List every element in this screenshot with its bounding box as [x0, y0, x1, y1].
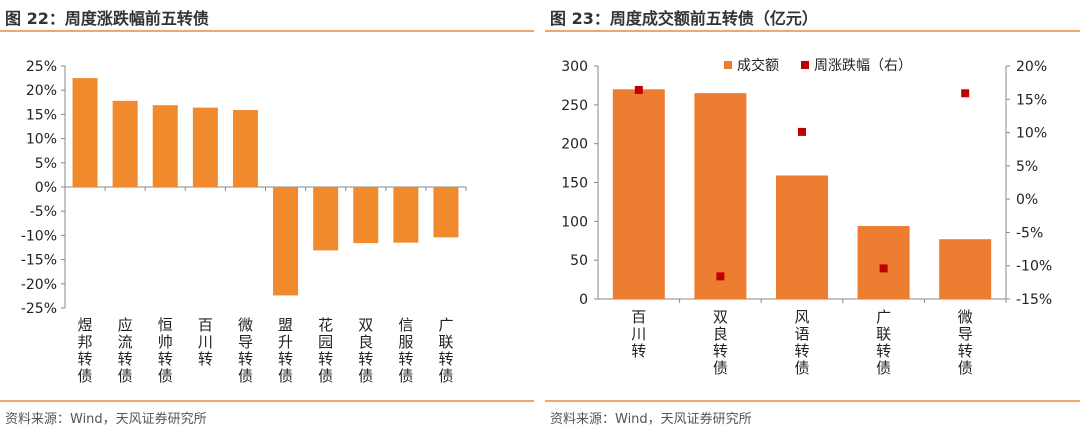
title-rule — [0, 30, 534, 32]
weekly-turnover-chart: 300 250 200 150 100 50 0 20% 15% 10% 5% 0% -5% -10% -1… — [561, 57, 1052, 377]
y-tick-label-left: 150 — [561, 176, 588, 192]
y-tick-label-right: -5% — [1016, 225, 1043, 241]
chart-title: 图 23：周度成交额前五转债（亿元） — [550, 9, 818, 28]
bar — [72, 78, 98, 187]
bar — [313, 187, 339, 251]
y-tick-label: -15% — [21, 253, 57, 269]
x-category-label: 盟升转债 — [278, 316, 293, 385]
x-category-label: 微导转债 — [238, 316, 253, 385]
source-rule — [0, 400, 534, 402]
y-tick-label: -10% — [21, 228, 57, 244]
y-tick-label: -25% — [21, 301, 57, 317]
x-category-label: 煜邦转债 — [78, 316, 93, 385]
y-tick-label: 10% — [26, 132, 57, 148]
legend-swatch-marker — [801, 61, 809, 69]
x-category-label: 百川转 — [631, 308, 646, 360]
x-category-label: 应流转债 — [118, 316, 133, 385]
right-chart-panel: 图 23：周度成交额前五转债（亿元） 300 250 200 150 100 50 0 20%… — [545, 0, 1080, 431]
x-category-label: 信服转债 — [398, 316, 413, 385]
y-tick-label-left: 0 — [579, 292, 588, 308]
y-tick-label-left: 100 — [561, 214, 588, 230]
source-rule — [545, 400, 1080, 402]
y-tick-label: 5% — [35, 156, 57, 172]
y-tick-label-right: -15% — [1016, 292, 1052, 308]
y-tick-label: -5% — [30, 204, 57, 220]
title-rule — [545, 30, 1080, 32]
marker-point — [961, 89, 970, 98]
y-tick-label-left: 50 — [570, 253, 588, 269]
marker-point — [798, 127, 806, 136]
marker-point — [879, 264, 888, 273]
y-tick-label: 20% — [26, 83, 57, 99]
left-chart-panel: 图 22：周度涨跌幅前五转债 25% 20% 15% 10% 5% 0% -5% -10% -1… — [0, 0, 534, 431]
x-category-label: 微导转债 — [958, 308, 973, 377]
bar — [152, 105, 178, 187]
legend-swatch-bar — [724, 61, 732, 69]
y-tick-label-right: 0% — [1016, 192, 1038, 208]
y-tick-label-right: 20% — [1016, 59, 1047, 75]
source-note: 资料来源：Wind，天风证券研究所 — [550, 412, 752, 427]
bar — [273, 187, 299, 296]
bar — [433, 187, 459, 238]
y-tick-label-left: 300 — [561, 59, 588, 75]
weekly-change-chart: 25% 20% 15% 10% 5% 0% -5% -10% -15% -20% -25% 煜邦转债 应… — [21, 59, 467, 385]
chart-title: 图 22：周度涨跌幅前五转债 — [5, 9, 209, 28]
y-tick-label-right: 15% — [1016, 92, 1047, 108]
legend-label-marker: 周涨跌幅（右） — [814, 58, 912, 74]
y-tick-label-right: 5% — [1016, 159, 1038, 175]
y-tick-label-left: 200 — [561, 137, 588, 153]
bar — [694, 93, 747, 299]
y-tick-label-right: 10% — [1016, 126, 1047, 142]
x-category-label: 双良转债 — [713, 308, 728, 377]
x-category-label: 风语转债 — [794, 308, 809, 377]
legend-label-bar: 成交额 — [737, 57, 779, 74]
y-tick-label-left: 250 — [561, 98, 588, 114]
x-category-label: 花园转债 — [318, 316, 333, 385]
y-tick-label: 15% — [26, 107, 57, 123]
y-tick-label: -20% — [21, 277, 57, 293]
bar — [857, 225, 910, 299]
x-category-label: 广联转债 — [438, 316, 453, 385]
marker-point — [634, 85, 643, 94]
x-category-label: 双良转债 — [358, 316, 373, 385]
x-category-label: 恒帅转债 — [158, 316, 173, 385]
bar — [393, 187, 419, 243]
bar — [192, 107, 218, 187]
bar — [353, 187, 379, 244]
bar — [612, 89, 665, 299]
y-tick-label: 25% — [26, 59, 57, 75]
bar — [776, 175, 828, 299]
bar — [939, 239, 992, 299]
source-note: 资料来源：Wind，天风证券研究所 — [5, 412, 207, 427]
x-category-label: 广联转债 — [876, 308, 891, 377]
x-category-label: 百川转 — [198, 316, 213, 368]
y-tick-label-right: -10% — [1016, 259, 1052, 275]
y-tick-label: 0% — [35, 180, 57, 196]
bar — [232, 110, 258, 187]
marker-point — [716, 272, 725, 281]
bar — [112, 100, 138, 187]
